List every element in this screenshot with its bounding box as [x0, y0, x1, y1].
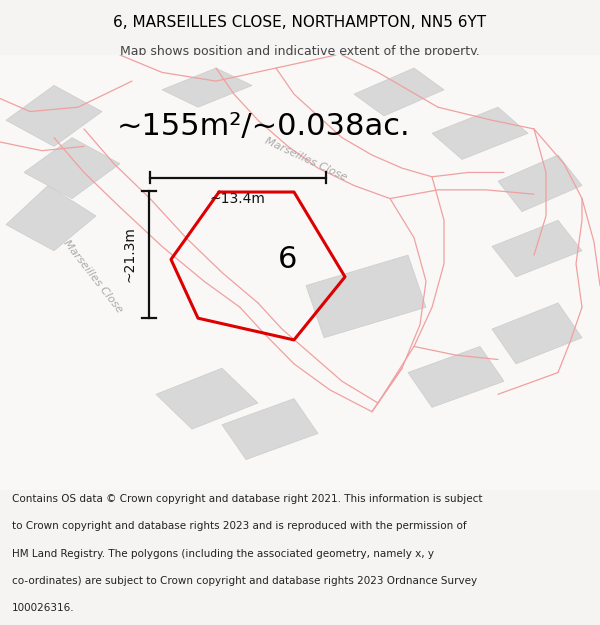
Text: Marseilles Close: Marseilles Close [263, 136, 349, 183]
Text: HM Land Registry. The polygons (including the associated geometry, namely x, y: HM Land Registry. The polygons (includin… [12, 549, 434, 559]
Polygon shape [6, 186, 96, 251]
Polygon shape [162, 68, 252, 108]
Polygon shape [492, 303, 582, 364]
Polygon shape [408, 346, 504, 408]
Polygon shape [354, 68, 444, 116]
Text: co-ordinates) are subject to Crown copyright and database rights 2023 Ordnance S: co-ordinates) are subject to Crown copyr… [12, 576, 477, 586]
Text: ~155m²/~0.038ac.: ~155m²/~0.038ac. [117, 112, 410, 141]
Text: Contains OS data © Crown copyright and database right 2021. This information is : Contains OS data © Crown copyright and d… [12, 494, 482, 504]
Text: 6: 6 [278, 245, 298, 274]
Polygon shape [306, 255, 426, 338]
Polygon shape [498, 155, 582, 212]
Polygon shape [492, 220, 582, 277]
Polygon shape [432, 107, 528, 159]
Polygon shape [156, 368, 258, 429]
Polygon shape [222, 399, 318, 459]
Polygon shape [24, 138, 120, 199]
Text: Marseilles Close: Marseilles Close [62, 239, 124, 315]
Text: 100026316.: 100026316. [12, 603, 74, 613]
Text: 6, MARSEILLES CLOSE, NORTHAMPTON, NN5 6YT: 6, MARSEILLES CLOSE, NORTHAMPTON, NN5 6Y… [113, 16, 487, 31]
Text: ~21.3m: ~21.3m [123, 226, 137, 282]
Polygon shape [6, 86, 102, 146]
Text: Map shows position and indicative extent of the property.: Map shows position and indicative extent… [120, 45, 480, 58]
Text: ~13.4m: ~13.4m [210, 192, 266, 206]
Text: to Crown copyright and database rights 2023 and is reproduced with the permissio: to Crown copyright and database rights 2… [12, 521, 467, 531]
